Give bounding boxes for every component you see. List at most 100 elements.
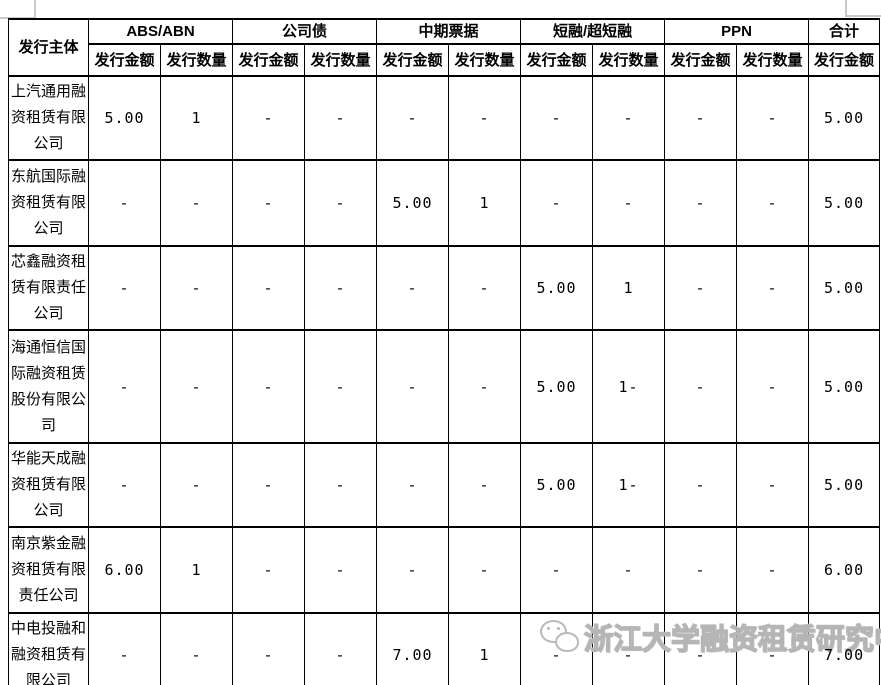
value-cell: -: [232, 245, 305, 331]
table-row: 南京紫金融资租赁有限责任公司 6.00 1- - - - - - - -6.00: [8, 526, 881, 614]
value-cell: 1: [160, 75, 233, 161]
value-cell: 1-: [592, 329, 666, 444]
value-cell: -: [664, 75, 738, 161]
header-sub-7: 发行数量: [592, 43, 666, 77]
table-row: 芯鑫融资租赁有限责任公司 - - - - - -5.00 1- -5.00: [8, 245, 881, 331]
value-cell: -: [664, 612, 738, 685]
value-cell: 6.00: [88, 526, 161, 614]
value-cell: 5.00: [520, 329, 594, 444]
header-group-3: 短融/超短融: [520, 18, 666, 45]
value-cell: -: [303, 442, 378, 528]
value-cell: -: [303, 75, 378, 161]
issuer-name: 南京紫金融资租赁有限责任公司: [8, 526, 89, 614]
value-cell: -: [232, 442, 305, 528]
value-cell: -: [232, 526, 305, 614]
value-cell: -: [664, 245, 738, 331]
header-sub-5: 发行数量: [448, 43, 522, 77]
value-cell: -: [592, 612, 666, 685]
value-cell: -: [88, 612, 161, 685]
header-sub-3: 发行数量: [303, 43, 378, 77]
value-cell: 7.00: [376, 612, 450, 685]
total-amount-cell: 5.00: [808, 159, 881, 247]
value-cell: -: [160, 612, 233, 685]
header-sub-8: 发行金额: [664, 43, 738, 77]
total-amount-cell: 5.00: [808, 245, 881, 331]
value-cell: -: [520, 526, 594, 614]
value-cell: -: [232, 612, 305, 685]
value-cell: -: [160, 329, 233, 444]
value-cell: -: [592, 159, 666, 247]
value-cell: -: [736, 75, 810, 161]
header-group-0: ABS/ABN: [88, 18, 233, 45]
value-cell: -: [88, 159, 161, 247]
value-cell: -: [592, 75, 666, 161]
value-cell: -: [736, 526, 810, 614]
total-amount-cell: 5.00: [808, 442, 881, 528]
value-cell: -: [376, 442, 450, 528]
value-cell: -: [664, 526, 738, 614]
header-group-4: PPN: [664, 18, 810, 45]
value-cell: -: [448, 526, 522, 614]
issuer-name: 芯鑫融资租赁有限责任公司: [8, 245, 89, 331]
total-amount-cell: 7.00: [808, 612, 881, 685]
value-cell: 5.00: [520, 245, 594, 331]
value-cell: 5.00: [88, 75, 161, 161]
header-sub-10: 发行金额: [808, 43, 881, 77]
value-cell: -: [520, 159, 594, 247]
value-cell: -: [592, 526, 666, 614]
value-cell: -: [303, 329, 378, 444]
value-cell: -: [88, 329, 161, 444]
value-cell: -: [736, 245, 810, 331]
table-row: 上汽通用融资租赁有限公司 5.00 1- - - - - - - -5.00: [8, 75, 881, 161]
total-amount-cell: 5.00: [808, 329, 881, 444]
value-cell: 1: [448, 612, 522, 685]
value-cell: -: [664, 442, 738, 528]
value-cell: -: [376, 75, 450, 161]
bond-issuance-table: 发行主体 ABS/ABN 公司债 中期票据 短融/超短融 PPN 合计 发行金额 发行数量 发行金…: [8, 18, 881, 685]
header-group-5: 合计: [808, 18, 881, 45]
value-cell: -: [664, 159, 738, 247]
value-cell: -: [88, 245, 161, 331]
value-cell: 1: [160, 526, 233, 614]
value-cell: -: [376, 245, 450, 331]
header-sub-6: 发行金额: [520, 43, 594, 77]
table-row: 海通恒信国际融资租赁股份有限公司 - - - - - -5.00 1- - -5.00: [8, 329, 881, 444]
value-cell: 1: [592, 245, 666, 331]
value-cell: -: [448, 329, 522, 444]
table-row: 中电投融和融资租赁有限公司 - - - -7.00 1- - - -7.00: [8, 612, 881, 685]
issuer-name: 上汽通用融资租赁有限公司: [8, 75, 89, 161]
issuer-name: 海通恒信国际融资租赁股份有限公司: [8, 329, 89, 444]
value-cell: 5.00: [520, 442, 594, 528]
value-cell: -: [88, 442, 161, 528]
value-cell: -: [520, 75, 594, 161]
value-cell: -: [160, 245, 233, 331]
value-cell: -: [232, 329, 305, 444]
value-cell: -: [232, 159, 305, 247]
value-cell: -: [303, 526, 378, 614]
value-cell: -: [303, 159, 378, 247]
total-amount-cell: 5.00: [808, 75, 881, 161]
value-cell: -: [160, 159, 233, 247]
value-cell: -: [160, 442, 233, 528]
header-sub-1: 发行数量: [160, 43, 233, 77]
value-cell: -: [736, 329, 810, 444]
value-cell: 5.00: [376, 159, 450, 247]
issuer-name: 东航国际融资租赁有限公司: [8, 159, 89, 247]
value-cell: -: [736, 159, 810, 247]
header-group-1: 公司债: [231, 18, 378, 45]
table-row: 华能天成融资租赁有限公司 - - - - - -5.00 1- - -5.00: [8, 442, 881, 528]
header-sub-9: 发行数量: [736, 43, 810, 77]
total-amount-cell: 6.00: [808, 526, 881, 614]
value-cell: -: [303, 245, 378, 331]
value-cell: -: [303, 612, 378, 685]
issuer-name: 中电投融和融资租赁有限公司: [8, 612, 89, 685]
value-cell: 1-: [592, 442, 666, 528]
value-cell: -: [448, 245, 522, 331]
value-cell: -: [376, 526, 450, 614]
value-cell: -: [448, 75, 522, 161]
header-group-2: 中期票据: [376, 18, 522, 45]
value-cell: -: [736, 612, 810, 685]
value-cell: -: [520, 612, 594, 685]
header-sub-4: 发行金额: [376, 43, 450, 77]
value-cell: -: [448, 442, 522, 528]
